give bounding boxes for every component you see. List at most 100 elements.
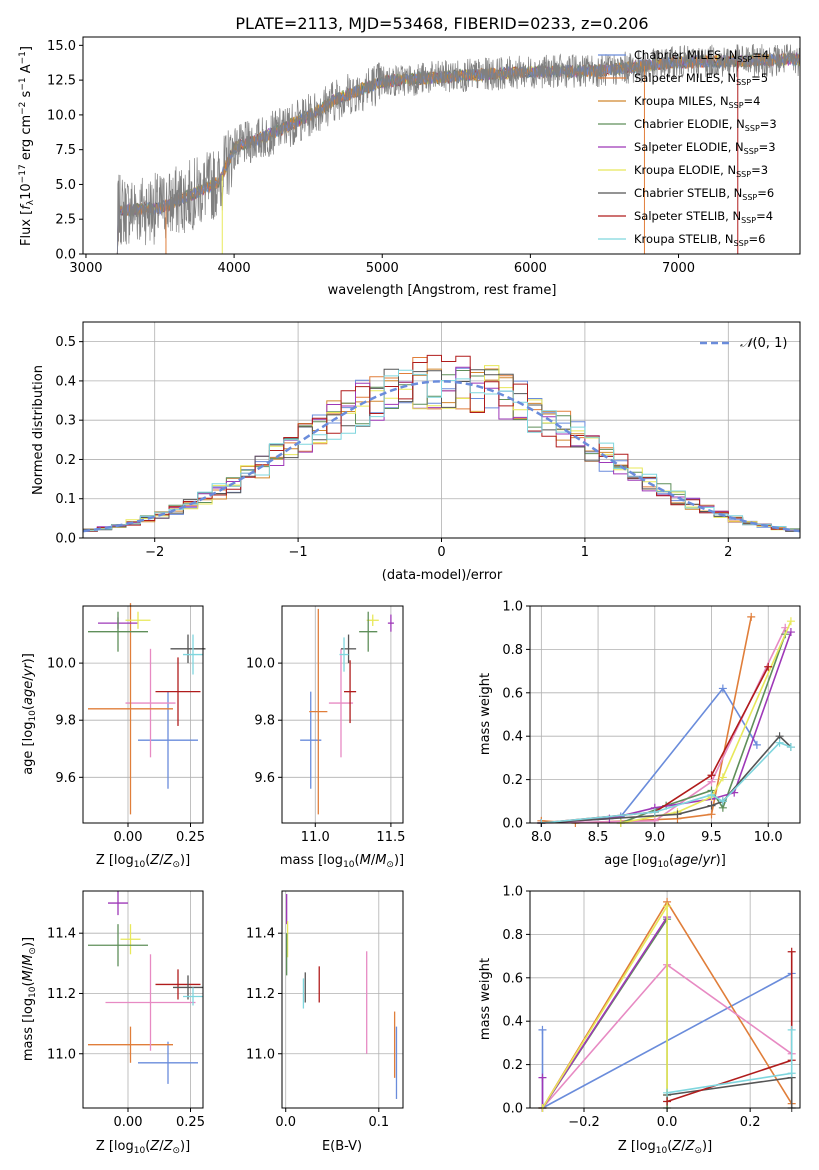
errorbar-point [155, 657, 201, 726]
y-tick-label: 10.0 [47, 657, 76, 672]
legend-label: Chabrier MILES, NSSP=4 [634, 48, 769, 64]
x-tick-label: 10.0 [754, 830, 783, 845]
y-tick-label: 0.0 [55, 248, 76, 263]
errorbar-point [125, 648, 176, 758]
y-tick-label: 0.4 [502, 1015, 523, 1030]
x-tick-label: −1 [289, 545, 308, 560]
errorbar-point [170, 634, 206, 664]
y-tick-label: 9.6 [254, 771, 275, 786]
y-tick-label: 11.4 [246, 927, 275, 942]
x-tick-label: 5000 [366, 261, 399, 276]
mass-weight-marker [663, 902, 672, 911]
age-vs-mass-panel: 11.0 11.5 9.6 9.8 10.0 mass [log10(M/M⊙)] [246, 605, 405, 870]
legend-label: Salpeter ELODIE, NSSP=3 [634, 140, 776, 156]
errorbar-point [328, 648, 354, 758]
y-tick-label: 0.0 [55, 532, 76, 547]
errorbar-point [155, 969, 201, 1000]
y-tick-label: 9.8 [55, 714, 76, 729]
errorbar-point [108, 891, 128, 916]
y-tick-label: 0.3 [55, 414, 76, 429]
y-tick-label: 11.4 [47, 927, 76, 942]
errorbar-point [183, 987, 203, 1006]
errorbar-point [339, 637, 349, 672]
errorbar-point [359, 611, 378, 652]
residuals-legend-label: 𝒩(0, 1) [740, 336, 787, 351]
age-vs-z-ylabel: age [log10(age/yr)] [21, 653, 38, 775]
x-tick-label: 1 [581, 545, 589, 560]
y-tick-label: 0.2 [55, 453, 76, 468]
x-tick-label: 8.0 [531, 830, 552, 845]
x-tick-label: 7000 [662, 261, 695, 276]
errorbar-point [138, 1041, 198, 1084]
errorbar-point [183, 634, 203, 675]
x-tick-label: 0.2 [740, 1115, 761, 1130]
weight-vs-age-ylabel: mass weight [478, 673, 493, 755]
y-tick-label: 11.2 [246, 987, 275, 1002]
mass-weight-marker [747, 612, 756, 621]
x-tick-label: 11.0 [301, 830, 330, 845]
y-tick-label: 0.8 [502, 643, 523, 658]
y-tick-label: 9.6 [55, 771, 76, 786]
mass-weight-marker [718, 773, 727, 782]
mass-weight-series [537, 738, 795, 827]
mass-weight-marker [538, 1025, 547, 1034]
legend-label: Salpeter STELIB, NSSP=4 [634, 209, 773, 225]
x-tick-label: 0.25 [176, 830, 205, 845]
spectrum-title: PLATE=2113, MJD=53468, FIBERID=0233, z=0… [235, 14, 648, 33]
age-vs-mass-xlabel: mass [log10(M/M⊙)] [280, 853, 404, 870]
mass-vs-z-ylabel: mass [log10(M/M⊙)] [21, 937, 38, 1061]
age-vs-z-panel: 0.00 0.25 9.6 9.8 10.0 Z [log10(Z/Z⊙)] age [… [21, 603, 206, 870]
weight-vs-z-axes-frame [529, 890, 801, 1109]
spectrum-panel: PLATE=2113, MJD=53468, FIBERID=0233, z=0… [18, 14, 801, 298]
weight-vs-age-axes-frame [529, 605, 801, 824]
x-tick-label: 6000 [514, 261, 547, 276]
y-tick-label: 9.8 [254, 714, 275, 729]
legend-label: Kroupa ELODIE, NSSP=3 [634, 163, 768, 179]
legend-label: Chabrier STELIB, NSSP=6 [634, 186, 774, 202]
mass-weight-marker [538, 1073, 547, 1082]
spectrum-xlabel: wavelength [Angstrom, rest frame] [328, 283, 557, 298]
y-tick-label: 7.5 [55, 143, 76, 158]
y-tick-label: 1.0 [502, 600, 523, 615]
x-tick-label: 0.00 [114, 1115, 143, 1130]
errorbar-point [88, 603, 173, 815]
residuals-xlabel: (data-model)/error [382, 568, 503, 583]
mass-weight-marker [764, 662, 773, 671]
residuals-legend: 𝒩(0, 1) [700, 336, 787, 351]
y-tick-label: 0.0 [502, 817, 523, 832]
x-tick-label: −0.2 [568, 1115, 600, 1130]
y-tick-label: 10.0 [47, 108, 76, 123]
y-tick-label: 0.4 [502, 730, 523, 745]
y-tick-label: 11.0 [246, 1047, 275, 1062]
mass-vs-z-panel: 0.00 0.25 11.0 11.2 11.4 Z [log10(Z/Z⊙)] mas… [21, 890, 205, 1156]
errorbar-point [88, 924, 148, 967]
y-tick-label: 5.0 [55, 178, 76, 193]
mass-weight-marker [786, 617, 795, 626]
residual-histogram [83, 369, 800, 532]
mass-weight-marker [707, 790, 716, 799]
weight-vs-age-xlabel: age [log10(age/yr)] [604, 853, 726, 870]
errorbar-point [88, 611, 148, 652]
y-tick-label: 0.6 [502, 971, 523, 986]
x-tick-label: 2 [724, 545, 732, 560]
spectrum-legend: Chabrier MILES, NSSP=4 Salpeter MILES, NS… [598, 48, 777, 248]
weight-vs-age-panel: 8.0 8.5 9.0 9.5 10.0 0.0 0.2 0.4 0.6 0.8 1.0 age [… [478, 600, 801, 870]
mass-weight-marker [707, 801, 716, 810]
errorbar-point [105, 954, 196, 1051]
spectrum-ylabel: Flux [fλ10−17 erg cm−2 s−1 A−1] [18, 46, 36, 246]
mass-weight-marker [775, 738, 784, 747]
y-tick-label: 0.1 [55, 492, 76, 507]
errorbar-point [344, 660, 357, 724]
y-tick-label: 0.5 [55, 335, 76, 350]
errorbar-point [88, 1026, 173, 1063]
x-tick-label: 0.1 [368, 1115, 389, 1130]
x-tick-label: 0.00 [114, 830, 143, 845]
x-tick-label: 0.25 [176, 1115, 205, 1130]
mass-vs-z-axes-frame [82, 890, 204, 1109]
age-vs-mass-axes-frame [281, 605, 404, 824]
y-tick-label: 0.6 [502, 686, 523, 701]
x-tick-label: 0.0 [657, 1115, 678, 1130]
mass-weight-marker [707, 771, 716, 780]
y-tick-label: 11.2 [47, 987, 76, 1002]
y-tick-label: 10.0 [246, 657, 275, 672]
